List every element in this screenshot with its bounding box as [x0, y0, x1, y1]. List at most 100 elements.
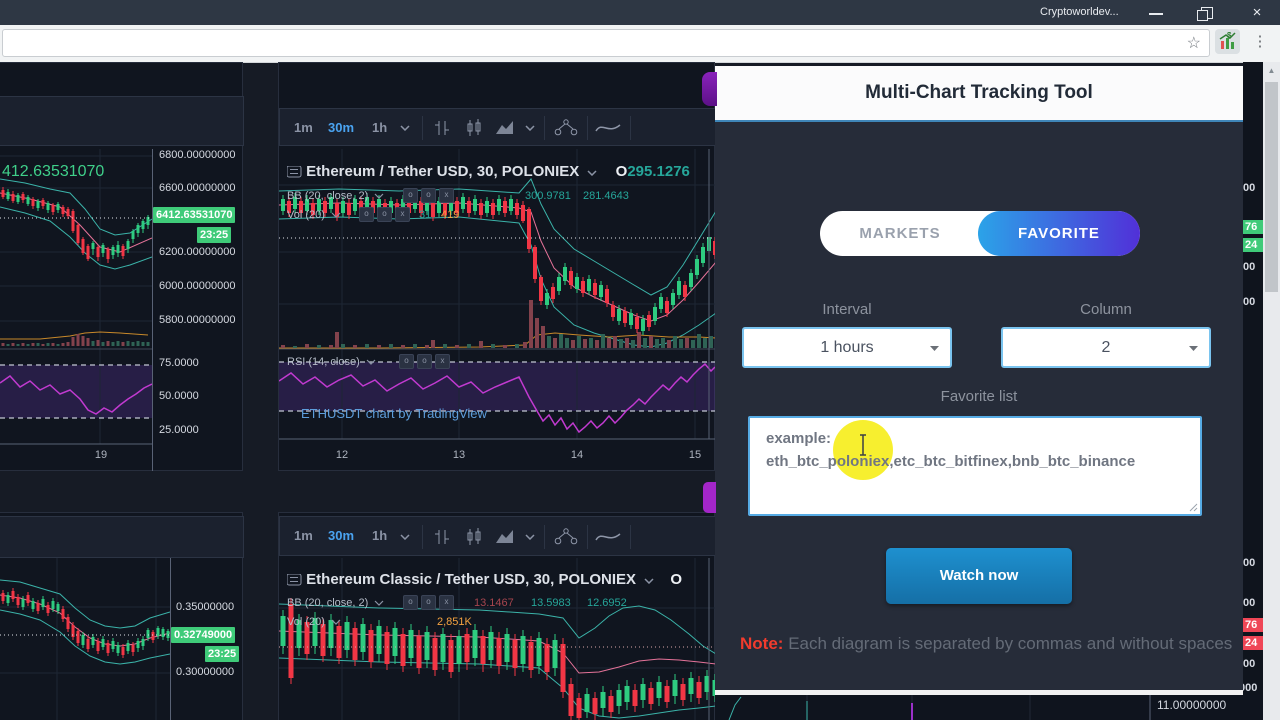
column-value: 2: [1101, 339, 1111, 356]
background-chart-strip: 11.00000000: [715, 695, 1280, 720]
vol-label: Vol (20): [287, 616, 325, 628]
bb-legend-row: BB (20, close, 2) o o x 300.9781 281.464…: [287, 188, 629, 203]
textarea-line: example:: [766, 430, 832, 447]
scale-fragment: 000: [1243, 682, 1258, 694]
remove-icon[interactable]: x: [395, 207, 410, 222]
area-style-icon[interactable]: [494, 527, 516, 547]
bb-label: BB (20, close, 2): [287, 597, 369, 609]
compare-icon[interactable]: [553, 118, 579, 138]
visibility-icon[interactable]: o: [403, 595, 418, 610]
chevron-down-icon[interactable]: [400, 534, 410, 540]
column-select[interactable]: 2: [1001, 327, 1211, 368]
symbol-menu-icon[interactable]: [286, 165, 302, 178]
price-scale[interactable]: 6800.00000000 6600.00000000 6412.6353107…: [152, 149, 243, 471]
chevron-down-icon[interactable]: [331, 619, 341, 625]
rsi-scale-label: 25.0000: [159, 424, 199, 436]
chevron-down-icon[interactable]: [644, 578, 654, 585]
price-badge-fragment: 76: [1243, 220, 1263, 234]
minimize-button[interactable]: [1136, 0, 1178, 25]
chevron-down-icon[interactable]: [374, 193, 384, 199]
time-badge-fragment: 24: [1243, 238, 1263, 252]
favorite-list-textarea[interactable]: example: eth_btc_poloniex,etc_btc_bitfin…: [748, 416, 1202, 516]
minimize-icon: [1149, 13, 1163, 15]
chart-bottomleft-toolbar: [0, 516, 244, 558]
price-badge: 0.32749000: [171, 627, 236, 643]
chart-toolbar: 1m 30m 1h: [279, 516, 716, 556]
settings-icon[interactable]: o: [421, 595, 436, 610]
chart-bottomleft: 0.35000000 0.32749000 23:25 0.30000000: [0, 512, 244, 720]
clipped-price-scale: 00 76 24 00 00 00 00 76 24 00 000: [1243, 62, 1263, 720]
bar-style-icon[interactable]: [432, 118, 452, 138]
panel-body: MARKETS FAVORITE Interval Column 1 hours…: [715, 122, 1243, 690]
tab-markets[interactable]: MARKETS: [859, 225, 941, 242]
scale-fragment: 00: [1243, 597, 1256, 609]
chevron-down-icon[interactable]: [400, 125, 410, 131]
ohlc-open-letter: O: [670, 571, 683, 588]
bb-value: 13.1467: [474, 597, 514, 609]
interval-select[interactable]: 1 hours: [742, 327, 952, 368]
timeframe-1h[interactable]: 1h: [372, 120, 388, 135]
line-tool-icon[interactable]: [594, 118, 622, 138]
timeframe-1m[interactable]: 1m: [294, 120, 313, 135]
chart-title: Ethereum / Tether USD, 30, POLONIEX: [306, 163, 580, 180]
browser-menu-icon[interactable]: ⋮: [1252, 33, 1268, 50]
chart-toolbar: 1m 30m 1h: [279, 108, 716, 146]
symbol-title-row: Ethereum Classic / Tether USD, 30, POLON…: [286, 571, 683, 588]
ohlc-open-value: 295.1276: [627, 163, 690, 180]
bb-value: 12.6952: [587, 597, 627, 609]
note-text: Note: Each diagram is separated by comma…: [740, 634, 1233, 653]
bookmark-star-icon[interactable]: ☆: [1186, 35, 1201, 52]
maximize-button[interactable]: [1186, 0, 1228, 25]
visibility-icon[interactable]: o: [399, 354, 414, 369]
compare-icon[interactable]: [553, 527, 579, 547]
chevron-down-icon[interactable]: [374, 600, 384, 606]
area-style-icon[interactable]: [494, 118, 516, 138]
chevron-down-icon[interactable]: [525, 125, 535, 131]
close-button[interactable]: ×: [1252, 4, 1262, 21]
scale-label: 11.00000000: [1157, 698, 1227, 712]
panel-title: Multi-Chart Tracking Tool: [865, 82, 1093, 103]
chart-canvas: [279, 149, 716, 440]
chart-ethereum-classic: 1m 30m 1h Ethereum Classic / Tether USD,…: [278, 512, 716, 720]
settings-icon[interactable]: o: [421, 188, 436, 203]
note-label: Note:: [740, 634, 784, 653]
address-bar[interactable]: ☆: [2, 29, 1210, 57]
panel-header: Multi-Chart Tracking Tool: [715, 66, 1243, 122]
remove-icon[interactable]: x: [439, 595, 454, 610]
bb-value: 281.4643: [583, 190, 629, 202]
timeframe-30m[interactable]: 30m: [328, 528, 355, 543]
extension-icon[interactable]: $: [1215, 29, 1240, 54]
scroll-up-button[interactable]: ▲: [1267, 66, 1276, 75]
chevron-down-icon[interactable]: [525, 534, 535, 540]
scale-fragment: 00: [1243, 557, 1256, 569]
candle-style-icon[interactable]: [464, 527, 484, 547]
remove-icon[interactable]: x: [439, 188, 454, 203]
chevron-down-icon[interactable]: [331, 212, 341, 218]
settings-icon[interactable]: o: [377, 207, 392, 222]
vol-legend-row: Vol (20) 2,851K: [287, 616, 472, 628]
chart-fragment: [703, 482, 716, 513]
tracking-tool-panel: Multi-Chart Tracking Tool MARKETS FAVORI…: [715, 66, 1243, 695]
candle-style-icon[interactable]: [464, 118, 484, 138]
settings-icon[interactable]: o: [417, 354, 432, 369]
line-tool-icon[interactable]: [594, 527, 622, 547]
chevron-down-icon[interactable]: [587, 170, 597, 177]
scrollbar-thumb[interactable]: [1265, 82, 1278, 292]
panel-footer: [715, 690, 1243, 695]
symbol-menu-icon[interactable]: [286, 573, 302, 586]
timeframe-30m[interactable]: 30m: [328, 120, 355, 135]
remove-icon[interactable]: x: [435, 354, 450, 369]
bar-style-icon[interactable]: [432, 527, 452, 547]
scrollbar-track[interactable]: ▲: [1263, 62, 1280, 720]
tab-favorite[interactable]: FAVORITE: [978, 211, 1140, 256]
chevron-down-icon[interactable]: [366, 359, 376, 365]
visibility-icon[interactable]: o: [359, 207, 374, 222]
watch-now-button[interactable]: Watch now: [886, 548, 1072, 604]
timeframe-1m[interactable]: 1m: [294, 528, 313, 543]
resize-handle-icon[interactable]: [1188, 502, 1198, 512]
extension-chart-icon: $: [1219, 31, 1236, 49]
visibility-icon[interactable]: o: [403, 188, 418, 203]
timeframe-1h[interactable]: 1h: [372, 528, 388, 543]
price-scale[interactable]: 0.35000000 0.32749000 23:25 0.30000000: [170, 558, 243, 720]
tradingview-watermark-link[interactable]: ETHUSDT chart by TradingView: [301, 406, 487, 421]
